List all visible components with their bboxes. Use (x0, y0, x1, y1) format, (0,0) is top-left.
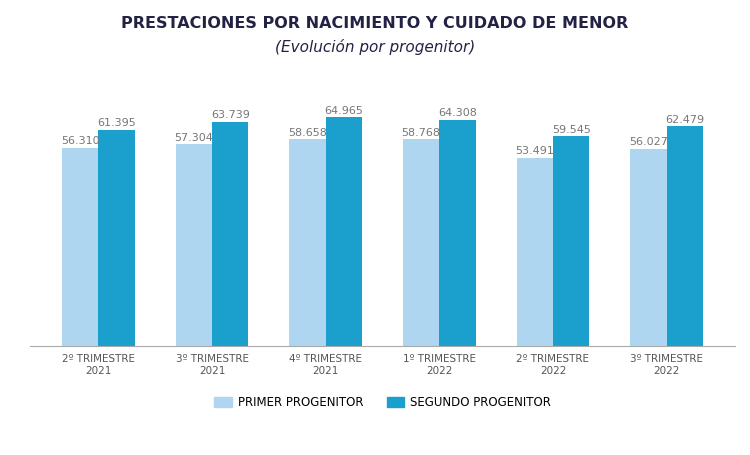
Text: 56.310: 56.310 (61, 136, 100, 146)
Text: 58.658: 58.658 (288, 128, 327, 138)
Bar (403, 139, 439, 346)
Text: 63.739: 63.739 (211, 110, 250, 120)
Bar (553, 136, 590, 346)
Bar (517, 157, 553, 346)
Text: 56.027: 56.027 (629, 137, 668, 147)
Bar (212, 121, 248, 346)
Text: 64.965: 64.965 (325, 106, 363, 116)
Bar (176, 144, 212, 346)
Text: 62.479: 62.479 (665, 115, 704, 125)
Bar (440, 120, 476, 346)
Bar (62, 148, 98, 346)
Text: 57.304: 57.304 (175, 133, 213, 143)
Text: PRESTACIONES POR NACIMIENTO Y CUIDADO DE MENOR: PRESTACIONES POR NACIMIENTO Y CUIDADO DE… (122, 16, 628, 31)
Bar (98, 130, 135, 346)
Text: 53.491: 53.491 (515, 146, 554, 156)
Text: 58.768: 58.768 (402, 127, 441, 137)
Bar (667, 126, 703, 346)
Text: 64.308: 64.308 (438, 108, 477, 118)
Bar (326, 117, 362, 346)
Text: 61.395: 61.395 (98, 118, 136, 128)
Bar (630, 149, 667, 346)
Bar (290, 139, 326, 346)
Text: (Evolución por progenitor): (Evolución por progenitor) (274, 39, 476, 55)
Legend: PRIMER PROGENITOR, SEGUNDO PROGENITOR: PRIMER PROGENITOR, SEGUNDO PROGENITOR (209, 391, 556, 414)
Text: 59.545: 59.545 (552, 125, 590, 135)
